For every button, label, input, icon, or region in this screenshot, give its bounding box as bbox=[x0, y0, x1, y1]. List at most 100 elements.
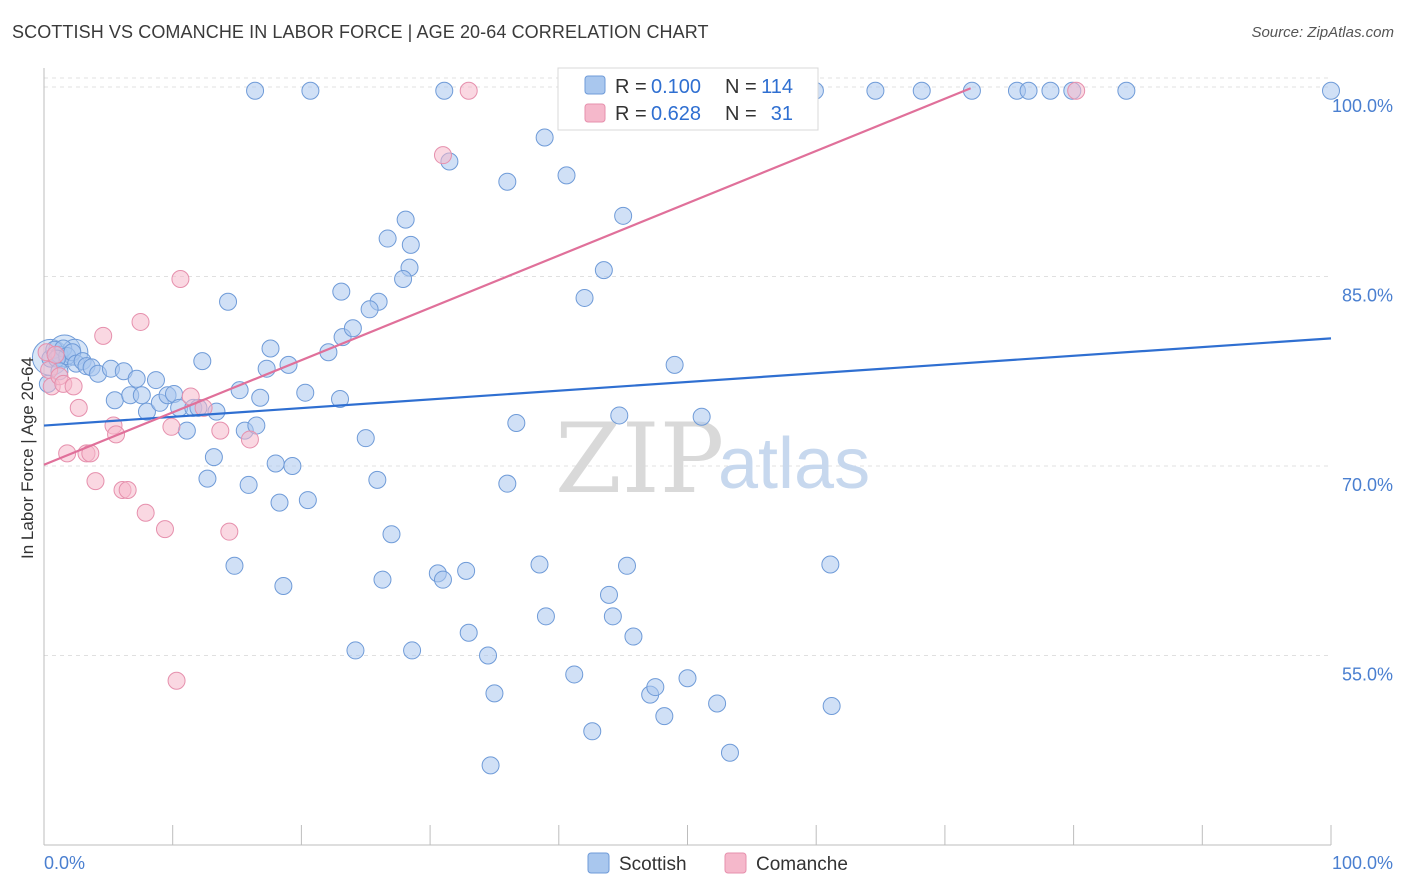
scottish-point bbox=[583, 722, 602, 741]
scottish-point bbox=[610, 406, 629, 425]
scottish-point bbox=[246, 81, 265, 100]
comanche-point bbox=[1067, 81, 1086, 100]
scottish-point bbox=[356, 429, 375, 448]
bottom-legend-swatch-scottish bbox=[587, 852, 610, 874]
scottish-point bbox=[382, 525, 401, 544]
chart-title: SCOTTISH VS COMANCHE IN LABOR FORCE | AG… bbox=[12, 22, 709, 42]
y-tick-label: 100.0% bbox=[1332, 96, 1393, 116]
scottish-point bbox=[193, 352, 212, 371]
scottish-point bbox=[457, 561, 476, 580]
comanche-point bbox=[240, 430, 259, 449]
scottish-point bbox=[433, 570, 452, 589]
scottish-point bbox=[127, 369, 146, 388]
legend-n-value-scottish: 114 bbox=[761, 76, 793, 98]
scottish-point bbox=[498, 172, 517, 191]
scottish-point bbox=[373, 570, 392, 589]
comanche-point bbox=[64, 377, 83, 396]
comanche-point bbox=[136, 503, 155, 522]
scottish-point bbox=[239, 475, 258, 494]
legend-swatch-scottish bbox=[584, 75, 606, 95]
scottish-trend-line bbox=[43, 337, 1332, 427]
y-tick-label: 70.0% bbox=[1342, 475, 1393, 495]
scottish-point bbox=[614, 206, 633, 225]
x-axis-ticks bbox=[43, 825, 1332, 845]
comanche-point bbox=[211, 421, 230, 440]
scottish-point bbox=[565, 665, 584, 684]
bottom-legend: Scottish Comanche bbox=[587, 852, 848, 875]
scottish-point bbox=[599, 585, 618, 604]
x-tick-label-0: 0.0% bbox=[44, 853, 85, 873]
scottish-point bbox=[479, 646, 498, 665]
scottish-point bbox=[720, 743, 739, 762]
scottish-point bbox=[301, 81, 320, 100]
scottish-point bbox=[146, 371, 165, 390]
comanche-point bbox=[155, 520, 174, 539]
bottom-legend-label-scottish: Scottish bbox=[619, 854, 687, 875]
legend-swatch-comanche bbox=[584, 103, 606, 123]
scottish-point bbox=[401, 235, 420, 254]
scottish-point bbox=[530, 555, 549, 574]
scottish-point bbox=[403, 641, 422, 660]
scottish-point bbox=[332, 282, 351, 301]
scottish-point bbox=[298, 491, 317, 510]
legend-r-label-comanche: R = bbox=[615, 103, 647, 125]
scottish-point bbox=[1322, 81, 1340, 100]
scottish-point bbox=[360, 300, 379, 319]
comanche-point bbox=[69, 398, 88, 417]
scottish-point bbox=[331, 390, 350, 409]
bottom-legend-label-comanche: Comanche bbox=[756, 854, 848, 875]
scottish-point bbox=[177, 421, 196, 440]
scottish-point bbox=[575, 288, 594, 307]
scottish-point bbox=[912, 81, 931, 100]
scottish-point bbox=[678, 669, 697, 688]
scottish-point bbox=[1117, 81, 1136, 100]
scottish-point bbox=[481, 756, 500, 775]
comanche-point bbox=[171, 269, 190, 288]
y-tick-label: 55.0% bbox=[1342, 664, 1393, 684]
comanche-point bbox=[167, 671, 186, 690]
scottish-point bbox=[822, 697, 841, 716]
scottish-point bbox=[618, 556, 637, 575]
legend-n-label-scottish: N = bbox=[725, 76, 757, 98]
scottish-point bbox=[665, 355, 684, 374]
scottish-point bbox=[603, 607, 622, 626]
scottish-point bbox=[261, 339, 280, 358]
scottish-point bbox=[485, 684, 504, 703]
scottish-point bbox=[1041, 81, 1060, 100]
scottish-point bbox=[225, 556, 244, 575]
scottish-point bbox=[692, 407, 711, 426]
comanche-point bbox=[459, 81, 478, 100]
scottish-point bbox=[459, 623, 478, 642]
comanche-point bbox=[118, 480, 137, 499]
scottish-point bbox=[507, 414, 526, 433]
y-tick-label: 85.0% bbox=[1342, 285, 1393, 305]
scottish-point bbox=[137, 402, 156, 421]
scottish-point bbox=[708, 694, 727, 713]
scottish-point bbox=[270, 493, 289, 512]
scottish-point bbox=[204, 448, 223, 467]
scottish-point bbox=[346, 641, 365, 660]
legend-n-value-comanche: 31 bbox=[771, 103, 793, 125]
comanche-point bbox=[220, 522, 239, 541]
scottish-point bbox=[498, 474, 517, 493]
x-tick-label-100: 100.0% bbox=[1332, 853, 1393, 873]
comanche-point bbox=[86, 472, 105, 491]
trend-lines bbox=[43, 87, 1332, 466]
scottish-point bbox=[624, 627, 643, 646]
comanche-point bbox=[131, 312, 150, 331]
comanche-trend-line bbox=[43, 87, 972, 466]
scottish-point bbox=[368, 470, 387, 489]
legend-r-value-scottish: 0.100 bbox=[651, 76, 701, 98]
scottish-point bbox=[394, 269, 413, 288]
scottish-point bbox=[219, 292, 238, 311]
scottish-point bbox=[274, 577, 293, 595]
scottish-point bbox=[198, 469, 217, 488]
legend-n-label-comanche: N = bbox=[725, 103, 757, 125]
bottom-legend-swatch-comanche bbox=[724, 852, 747, 874]
scottish-point bbox=[378, 229, 397, 248]
scottish-point bbox=[283, 456, 302, 475]
y-axis-title: In Labor Force | Age 20-64 bbox=[18, 357, 37, 559]
legend-r-label-scottish: R = bbox=[615, 76, 647, 98]
scottish-point bbox=[535, 128, 554, 147]
source-credit: Source: ZipAtlas.com bbox=[1251, 24, 1394, 41]
